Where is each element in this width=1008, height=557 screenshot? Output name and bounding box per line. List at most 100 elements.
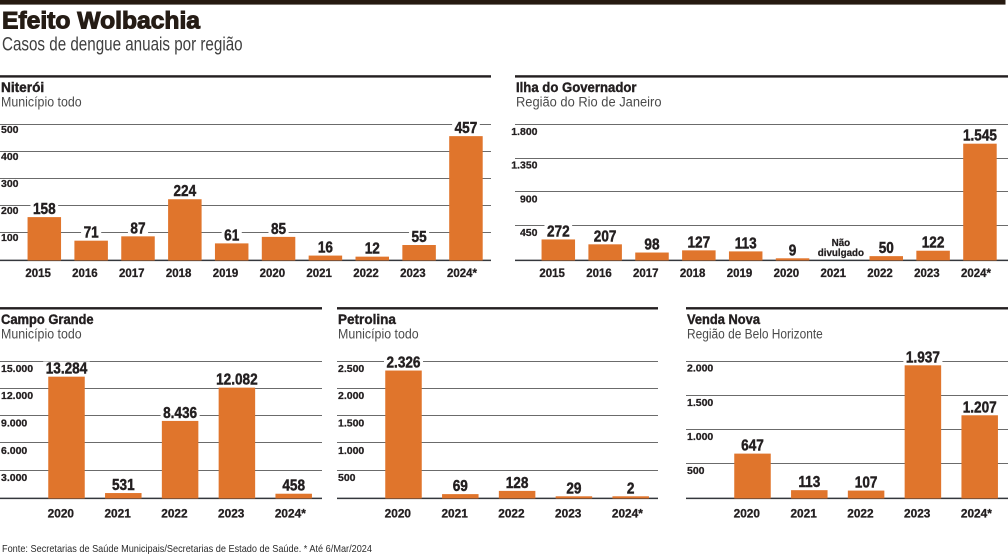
svg-text:2020: 2020 bbox=[385, 506, 412, 520]
svg-text:16: 16 bbox=[318, 240, 333, 257]
svg-text:2020: 2020 bbox=[48, 506, 75, 520]
svg-text:1.000: 1.000 bbox=[338, 445, 364, 457]
svg-text:207: 207 bbox=[594, 228, 617, 245]
svg-text:2020: 2020 bbox=[774, 268, 800, 280]
svg-text:Niterói: Niterói bbox=[1, 79, 44, 95]
svg-text:2019: 2019 bbox=[213, 268, 239, 280]
svg-text:2020: 2020 bbox=[260, 268, 286, 280]
svg-text:113: 113 bbox=[798, 474, 820, 491]
svg-text:Município todo: Município todo bbox=[1, 94, 82, 109]
svg-text:12.082: 12.082 bbox=[216, 372, 258, 389]
svg-text:61: 61 bbox=[224, 227, 239, 244]
svg-text:2022: 2022 bbox=[353, 268, 379, 280]
svg-text:113: 113 bbox=[735, 235, 757, 252]
svg-text:2015: 2015 bbox=[25, 268, 51, 280]
svg-text:2024*: 2024* bbox=[275, 506, 306, 520]
svg-text:1.500: 1.500 bbox=[338, 418, 364, 430]
svg-text:69: 69 bbox=[453, 478, 468, 495]
svg-text:29: 29 bbox=[566, 480, 581, 497]
svg-text:158: 158 bbox=[33, 201, 56, 218]
svg-text:8.436: 8.436 bbox=[163, 405, 197, 422]
svg-text:55: 55 bbox=[412, 229, 427, 246]
svg-text:200: 200 bbox=[1, 205, 19, 217]
svg-text:272: 272 bbox=[547, 224, 570, 241]
svg-text:500: 500 bbox=[1, 124, 19, 136]
svg-text:98: 98 bbox=[644, 237, 659, 254]
svg-text:6.000: 6.000 bbox=[1, 445, 27, 457]
svg-text:12.000: 12.000 bbox=[1, 390, 33, 402]
svg-text:2.326: 2.326 bbox=[387, 355, 421, 372]
svg-text:2022: 2022 bbox=[847, 506, 874, 520]
svg-text:divulgado: divulgado bbox=[818, 248, 864, 259]
svg-text:13.284: 13.284 bbox=[46, 361, 88, 378]
svg-text:2021: 2021 bbox=[104, 506, 131, 520]
svg-text:2021: 2021 bbox=[820, 268, 846, 280]
svg-text:9.000: 9.000 bbox=[1, 418, 27, 430]
svg-text:500: 500 bbox=[338, 472, 356, 484]
svg-text:15.000: 15.000 bbox=[1, 363, 33, 375]
svg-text:2023: 2023 bbox=[555, 506, 582, 520]
svg-text:531: 531 bbox=[112, 477, 135, 494]
svg-text:1.350: 1.350 bbox=[511, 160, 537, 172]
svg-text:127: 127 bbox=[688, 234, 711, 251]
svg-text:2018: 2018 bbox=[166, 268, 192, 280]
svg-text:Município todo: Município todo bbox=[338, 326, 419, 341]
svg-text:2015: 2015 bbox=[539, 268, 565, 280]
svg-text:300: 300 bbox=[1, 178, 19, 190]
svg-text:2021: 2021 bbox=[790, 506, 817, 520]
svg-text:50: 50 bbox=[879, 240, 894, 257]
svg-text:Venda Nova: Venda Nova bbox=[687, 311, 760, 327]
svg-text:450: 450 bbox=[520, 227, 538, 239]
svg-text:Casos de dengue anuais por reg: Casos de dengue anuais por região bbox=[2, 33, 243, 55]
svg-text:900: 900 bbox=[520, 193, 538, 205]
svg-text:122: 122 bbox=[922, 235, 945, 252]
svg-text:2.500: 2.500 bbox=[338, 363, 364, 375]
svg-text:71: 71 bbox=[84, 225, 99, 242]
svg-text:12: 12 bbox=[365, 241, 380, 258]
svg-text:2022: 2022 bbox=[498, 506, 525, 520]
svg-text:2022: 2022 bbox=[867, 268, 893, 280]
svg-text:Região de Belo Horizonte: Região de Belo Horizonte bbox=[687, 326, 823, 341]
svg-text:1.937: 1.937 bbox=[906, 349, 940, 366]
svg-text:1.545: 1.545 bbox=[963, 128, 997, 145]
svg-text:Campo Grande: Campo Grande bbox=[1, 311, 94, 327]
svg-text:2021: 2021 bbox=[306, 268, 332, 280]
svg-text:9: 9 bbox=[789, 242, 797, 259]
svg-text:2022: 2022 bbox=[161, 506, 188, 520]
svg-text:2020: 2020 bbox=[734, 506, 761, 520]
svg-text:Ilha do Governador: Ilha do Governador bbox=[516, 79, 637, 95]
svg-text:2023: 2023 bbox=[400, 268, 426, 280]
svg-text:85: 85 bbox=[271, 221, 286, 238]
svg-text:2024*: 2024* bbox=[961, 268, 991, 280]
svg-text:2016: 2016 bbox=[586, 268, 612, 280]
svg-text:2023: 2023 bbox=[914, 268, 940, 280]
svg-text:107: 107 bbox=[855, 475, 878, 492]
svg-text:2019: 2019 bbox=[727, 268, 753, 280]
svg-text:2021: 2021 bbox=[441, 506, 468, 520]
svg-text:2017: 2017 bbox=[119, 268, 145, 280]
svg-text:2.000: 2.000 bbox=[338, 390, 364, 402]
svg-text:Município todo: Município todo bbox=[1, 326, 82, 341]
svg-text:Petrolina: Petrolina bbox=[338, 311, 396, 327]
svg-text:2.000: 2.000 bbox=[687, 363, 713, 375]
svg-text:Fonte: Secretarias de Saúde Mu: Fonte: Secretarias de Saúde Municipais/S… bbox=[2, 544, 372, 555]
svg-text:1.000: 1.000 bbox=[687, 431, 713, 443]
svg-text:224: 224 bbox=[174, 183, 197, 200]
svg-text:1.800: 1.800 bbox=[511, 126, 537, 138]
svg-text:2: 2 bbox=[627, 480, 635, 497]
svg-text:2017: 2017 bbox=[633, 268, 659, 280]
svg-text:2023: 2023 bbox=[218, 506, 245, 520]
svg-text:400: 400 bbox=[1, 151, 19, 163]
svg-text:2023: 2023 bbox=[904, 506, 931, 520]
svg-text:Região do Rio de Janeiro: Região do Rio de Janeiro bbox=[516, 94, 662, 109]
svg-text:2018: 2018 bbox=[680, 268, 706, 280]
svg-text:500: 500 bbox=[687, 465, 705, 477]
svg-text:Não: Não bbox=[832, 238, 851, 249]
svg-text:3.000: 3.000 bbox=[1, 472, 27, 484]
svg-text:458: 458 bbox=[282, 478, 305, 495]
svg-text:2024*: 2024* bbox=[612, 506, 643, 520]
svg-text:100: 100 bbox=[1, 232, 19, 244]
svg-text:2024*: 2024* bbox=[447, 268, 477, 280]
svg-text:457: 457 bbox=[455, 120, 478, 137]
svg-text:128: 128 bbox=[506, 475, 529, 492]
